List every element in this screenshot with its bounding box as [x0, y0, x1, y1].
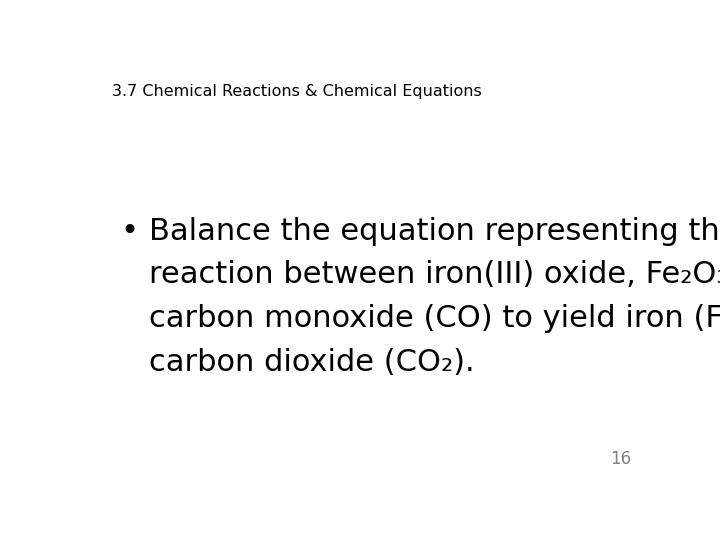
Text: carbon monoxide (CO) to yield iron (Fe) &: carbon monoxide (CO) to yield iron (Fe) …	[148, 304, 720, 333]
Text: reaction between iron(III) oxide, Fe₂O₃, &: reaction between iron(III) oxide, Fe₂O₃,…	[148, 260, 720, 289]
Text: carbon dioxide (CO₂).: carbon dioxide (CO₂).	[148, 348, 474, 376]
Text: Balance the equation representing the: Balance the equation representing the	[148, 217, 720, 246]
Text: 16: 16	[610, 450, 631, 468]
Text: 3.7 Chemical Reactions & Chemical Equations: 3.7 Chemical Reactions & Chemical Equati…	[112, 84, 482, 98]
Text: •: •	[121, 217, 139, 246]
